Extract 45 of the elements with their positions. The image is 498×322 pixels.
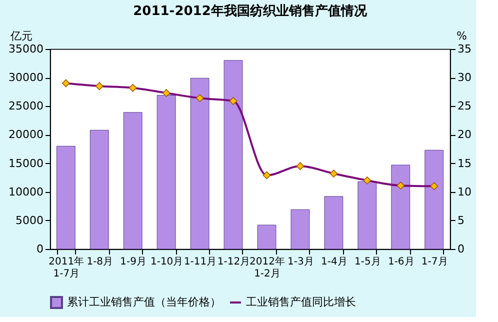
x-tick-label: 2011年 1-7月 (48, 256, 84, 280)
y2-tick-label: 25 (458, 100, 472, 113)
x-tick-label: 1-7月 (421, 256, 448, 268)
y-tick-label: 5000 (16, 214, 44, 227)
bar (224, 60, 243, 250)
bar (190, 78, 210, 250)
y-tick-label: 20000 (8, 128, 44, 142)
y2-tick-label: 0 (458, 242, 464, 256)
y2-tick-label: 35 (458, 42, 472, 56)
bar (424, 150, 444, 250)
x-tick-label: 1-11月 (184, 256, 217, 268)
x-tick-label: 1-9月 (120, 256, 147, 268)
y-tick-label: 25000 (8, 100, 44, 113)
y2-tick-label: 10 (458, 185, 472, 198)
y2-tick-label: 30 (458, 71, 472, 84)
legend-label: 工业销售产值同比增长 (246, 296, 356, 308)
x-tick-label: 1-12月 (217, 256, 250, 268)
y-tick-label: 15000 (8, 156, 44, 170)
chart-title: 2011-2012年我国纺织业销售产值情况 (133, 3, 368, 19)
bar (123, 112, 142, 250)
x-tick-label: 1-8月 (86, 256, 114, 268)
y2-tick-label: 20 (458, 128, 472, 142)
y2-axis-title: % (456, 30, 467, 42)
y2-tick-label: 5 (458, 214, 464, 227)
bar (56, 146, 76, 250)
bar (358, 181, 377, 250)
x-tick-label: 2012年 1-2月 (250, 256, 285, 280)
bar (257, 224, 276, 250)
x-tick-label: 1-10月 (150, 256, 184, 268)
bar (90, 130, 109, 250)
y-tick-label: 35000 (8, 42, 44, 56)
x-tick-label: 1-3月 (288, 256, 314, 268)
y-tick-label: 0 (36, 242, 44, 256)
bar (156, 95, 176, 250)
bar (391, 164, 410, 250)
bar (290, 209, 310, 250)
y-tick-label: 10000 (8, 185, 44, 198)
x-tick-label: 1-4月 (321, 256, 348, 268)
y-axis-title: 亿元 (10, 30, 32, 42)
y2-tick-label: 15 (458, 156, 472, 170)
y-tick-label: 30000 (8, 71, 44, 84)
bar (324, 196, 344, 250)
x-tick-label: 1-5月 (354, 256, 381, 268)
x-tick-label: 1-6月 (388, 256, 414, 268)
legend-label: 累计工业销售产值（当年价格） (67, 296, 221, 308)
